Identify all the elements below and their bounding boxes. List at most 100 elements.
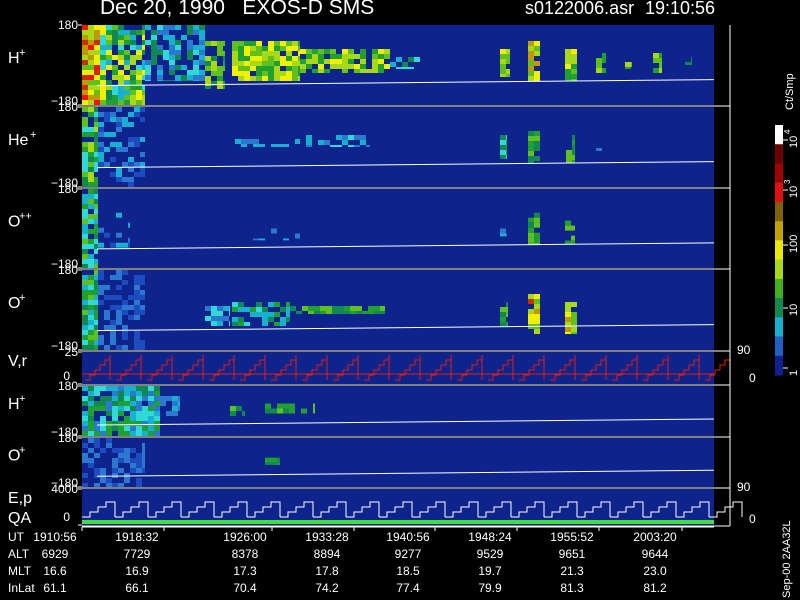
spectrogram-cell (268, 61, 274, 66)
spectrogram-cell (565, 312, 571, 317)
spectrogram-cell (528, 217, 534, 223)
spectrogram-cell (145, 60, 151, 65)
spectrogram-cell (124, 85, 130, 90)
spectrogram-cell (238, 76, 244, 81)
footer-value: 79.9 (478, 581, 502, 595)
spectrogram-cell (163, 35, 169, 40)
spectrogram-cell (110, 275, 116, 280)
spectrogram-cell (596, 68, 602, 73)
spectrogram-cell (256, 41, 262, 46)
spectrogram-cell (116, 345, 122, 350)
spectrogram-cell (100, 426, 106, 431)
spectrogram-cell (106, 443, 112, 448)
spectrogram-cell (116, 295, 122, 300)
footer-value: −45.1 (40, 598, 71, 600)
spectrogram-cell (217, 51, 223, 56)
spectrogram-cell (280, 76, 286, 81)
spectrogram-cell (348, 135, 354, 140)
spectrogram-cell (169, 80, 175, 81)
spectrogram-cell (94, 320, 98, 325)
spectrogram-cell (122, 242, 128, 248)
spectrogram-cell (140, 162, 145, 167)
spectrogram-cell (124, 453, 130, 458)
spectrogram-cell (241, 139, 247, 144)
spectrogram-cell (169, 25, 175, 30)
spectrogram-cell (187, 25, 193, 30)
spectrogram-cell (274, 71, 280, 76)
axis-top-label: 180 (58, 379, 78, 393)
spectrogram-cell (205, 41, 211, 46)
spectrogram-cell (100, 401, 106, 406)
spectrogram-cell (360, 59, 366, 64)
spectrogram-cell (199, 80, 205, 81)
spectrogram-cell (88, 219, 94, 224)
spectrogram-cell (112, 406, 118, 411)
spectrogram-cell (98, 147, 104, 152)
spectrogram-cell (116, 122, 122, 127)
spectrogram-cell (572, 155, 575, 160)
spectrogram-cell (256, 51, 262, 56)
spectrogram-cell (118, 458, 124, 463)
spectrogram-cell (265, 408, 271, 414)
spectrogram-cell (98, 152, 104, 157)
axis-bottom-label: −180 (51, 257, 78, 271)
spectrogram-cell (565, 64, 571, 69)
spectrogram-cell (94, 401, 100, 406)
spectrogram-cell (268, 71, 274, 76)
spectrogram-cell (157, 65, 163, 70)
spectrogram-cell (232, 71, 238, 76)
panel-background (82, 352, 714, 384)
spectrogram-cell (82, 340, 88, 345)
spectrogram-cell (217, 46, 223, 51)
spectrogram-cell (136, 421, 142, 426)
footer-value: −74.8 (475, 598, 506, 600)
spectrogram-cell (528, 232, 534, 238)
spectrogram-cell (82, 30, 88, 35)
spectrogram-cell (136, 431, 142, 436)
spectrogram-cell (116, 117, 122, 122)
spectrogram-cell (130, 391, 136, 396)
spectrogram-cell (313, 403, 315, 409)
spectrogram-cell (116, 305, 122, 310)
spectrogram-cell (88, 463, 94, 468)
spectrogram-cell (280, 317, 286, 322)
spectrogram-cell (145, 80, 151, 81)
spectrogram-cell (283, 144, 289, 147)
spectrogram-cell (572, 145, 575, 150)
spectrogram-cell (88, 177, 94, 182)
spectrogram-cell (112, 483, 118, 487)
spectrogram-cell (336, 145, 342, 147)
spectrogram-cell (528, 294, 534, 299)
spectrogram-cell (244, 41, 250, 46)
spectrogram-cell (250, 307, 256, 312)
spectrogram-cell (356, 311, 362, 314)
spectrogram-cell (82, 122, 88, 127)
spectrogram-cell (160, 401, 166, 406)
spectrogram-cell (238, 56, 244, 61)
spectrogram-cell (124, 406, 130, 411)
spectrogram-cell (122, 300, 128, 305)
spectrogram-cell (142, 463, 145, 468)
spectrogram-cell (256, 307, 262, 312)
spectrogram-cell (98, 112, 104, 117)
spectrogram-cell (94, 152, 98, 157)
spectrogram-cell (118, 35, 124, 40)
spectrogram-cell (100, 468, 106, 473)
spectrogram-cell (250, 312, 256, 317)
spectrogram-cell (199, 35, 205, 40)
spectrogram-cell (124, 75, 130, 80)
spectrogram-cell (534, 299, 540, 304)
spectrogram-cell (572, 150, 575, 155)
panel-label: QA (8, 510, 31, 527)
colorbar-cell (775, 163, 783, 184)
spectrogram-cell (82, 244, 88, 249)
spectrogram-cell (82, 35, 88, 40)
spectrogram-cell (356, 306, 362, 311)
spectrogram-cell (232, 51, 238, 56)
spectrogram-cell (88, 275, 94, 280)
spectrogram-cell (265, 457, 271, 463)
spectrogram-cell (534, 242, 540, 245)
spectrogram-cell (106, 40, 112, 45)
spectrogram-cell (145, 65, 151, 70)
footer-value: 81.3 (560, 581, 584, 595)
